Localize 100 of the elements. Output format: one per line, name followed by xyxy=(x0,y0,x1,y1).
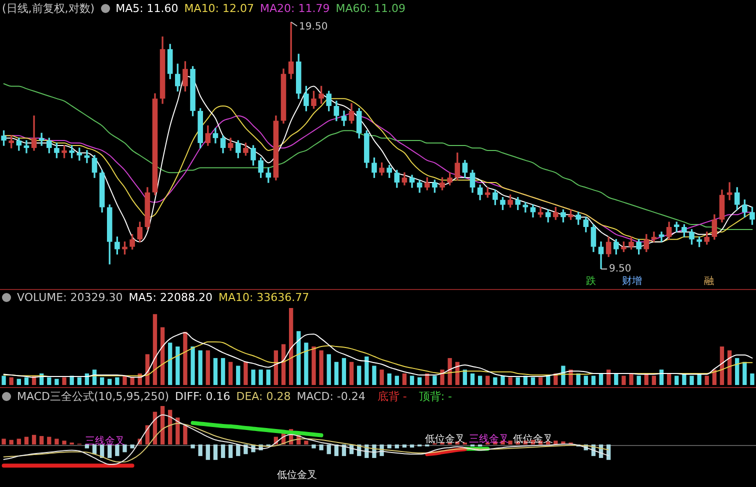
bar xyxy=(380,370,384,385)
bar xyxy=(244,362,248,385)
text: DEA: 0.28 xyxy=(236,390,291,403)
bar xyxy=(410,444,414,448)
bar xyxy=(168,410,172,444)
bar xyxy=(100,377,104,385)
bar xyxy=(720,346,724,385)
bar xyxy=(372,366,376,385)
bar xyxy=(334,362,338,385)
bar xyxy=(727,350,732,385)
bar xyxy=(130,444,134,448)
bar xyxy=(606,370,611,385)
text: MA60: 11.09 xyxy=(336,2,406,15)
bar xyxy=(176,346,180,385)
bar xyxy=(54,438,59,444)
bar xyxy=(326,354,331,385)
bar xyxy=(697,373,702,385)
series-label: DIFF: 0.16 xyxy=(175,390,230,403)
bar xyxy=(9,440,14,444)
bar xyxy=(584,376,588,385)
bar xyxy=(47,377,52,385)
bar xyxy=(258,370,263,385)
bar xyxy=(418,377,422,385)
bar xyxy=(183,425,188,444)
bar xyxy=(92,444,97,454)
bar xyxy=(735,358,740,385)
bar xyxy=(54,378,59,385)
bar xyxy=(24,436,29,444)
chart-title: (日线,前复权,对数) xyxy=(2,1,95,16)
bar xyxy=(364,356,369,385)
bar xyxy=(508,440,512,444)
bar xyxy=(516,377,520,385)
text: MA5: 11.60 xyxy=(116,2,178,15)
bar xyxy=(319,444,324,450)
annotation: 低位金叉 xyxy=(425,433,465,446)
text: VOLUME: 20329.30 xyxy=(17,291,123,304)
bar xyxy=(742,362,747,385)
bar xyxy=(62,377,66,385)
bar xyxy=(266,370,270,385)
bar xyxy=(62,440,66,444)
text: 低位金叉 xyxy=(277,469,317,482)
bar xyxy=(357,366,362,385)
bar xyxy=(274,350,278,385)
bar xyxy=(198,444,202,456)
bar xyxy=(342,358,346,385)
bar xyxy=(659,370,664,385)
bar xyxy=(448,358,452,385)
annotation: 9.50 xyxy=(609,264,632,275)
bar xyxy=(591,376,596,385)
bar xyxy=(704,376,709,385)
bar xyxy=(160,327,165,385)
bar xyxy=(190,444,195,448)
bar xyxy=(84,444,90,448)
bar xyxy=(312,346,316,385)
bar xyxy=(326,444,331,454)
bar xyxy=(32,434,36,444)
bar xyxy=(500,376,505,385)
bar xyxy=(16,378,21,385)
text: MACD: -0.24 xyxy=(296,390,366,403)
bar xyxy=(598,373,604,385)
bar xyxy=(206,350,210,385)
bar xyxy=(213,358,218,385)
bar xyxy=(206,444,210,460)
bar xyxy=(213,444,218,460)
annotation: 19.50 xyxy=(299,22,328,33)
text: 财增 xyxy=(622,274,642,288)
text: MA20: 11.79 xyxy=(260,2,330,15)
bar xyxy=(614,373,618,385)
bar xyxy=(462,370,468,385)
bar xyxy=(236,444,240,456)
bar xyxy=(387,444,392,448)
text: 底背 - xyxy=(377,389,407,404)
bar xyxy=(160,406,165,444)
bar xyxy=(251,370,256,385)
bar xyxy=(16,438,21,444)
bar xyxy=(228,444,233,458)
bar xyxy=(198,350,202,385)
bar xyxy=(2,376,6,385)
bar xyxy=(538,377,543,385)
bar xyxy=(440,370,444,385)
bar xyxy=(304,342,308,385)
bar xyxy=(402,444,407,448)
bar xyxy=(9,377,14,385)
bar xyxy=(77,377,82,385)
bar xyxy=(652,376,656,385)
bar xyxy=(349,362,354,385)
bar xyxy=(690,376,694,385)
bar xyxy=(530,377,536,385)
bar xyxy=(304,440,308,444)
bar xyxy=(478,376,482,385)
text: 融 xyxy=(704,274,714,288)
bar xyxy=(312,444,316,448)
bar xyxy=(288,308,294,385)
text: MA5: 22088.20 xyxy=(128,291,212,304)
annotation: 三线金叉 xyxy=(85,434,125,448)
bar xyxy=(281,344,286,385)
bar xyxy=(410,376,414,385)
bar xyxy=(394,444,399,448)
bar xyxy=(47,436,52,444)
bar xyxy=(40,436,44,444)
